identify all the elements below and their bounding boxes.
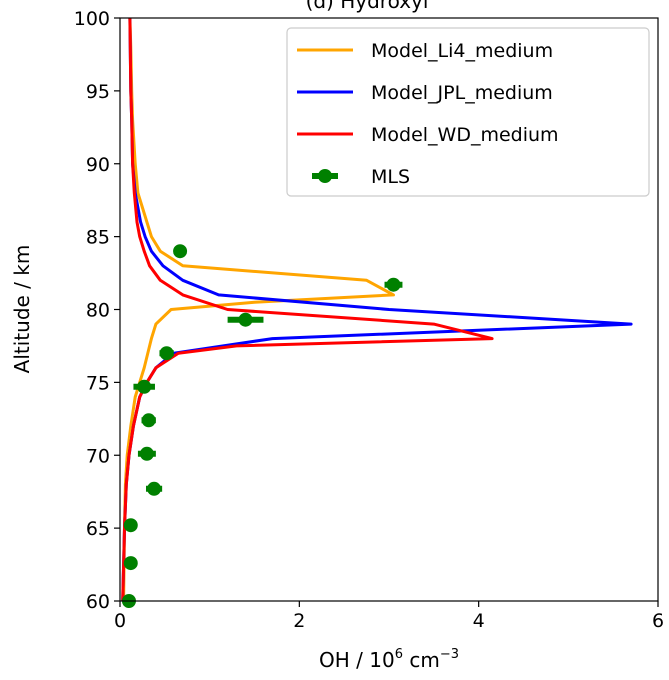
- y-tick-label: 100: [74, 8, 110, 30]
- series-line-0: [122, 17, 395, 602]
- legend-label: Model_JPL_medium: [371, 82, 553, 104]
- x-axis-label-main: OH / 10: [319, 648, 395, 672]
- mls-point: [139, 446, 154, 461]
- legend-box: [286, 27, 650, 197]
- y-tick-label: 90: [86, 154, 110, 176]
- mls-point: [123, 556, 138, 571]
- y-axis-label: Altitude / km: [10, 245, 34, 374]
- x-tick-label: 6: [652, 610, 664, 632]
- y-tick-label: 75: [86, 372, 110, 394]
- y-tick-label: 60: [86, 591, 110, 613]
- x-axis-label-sup2: −3: [440, 647, 459, 662]
- mls-point: [386, 277, 401, 292]
- x-tick-label: 2: [293, 610, 305, 632]
- mls-point: [159, 346, 174, 361]
- mls-point: [141, 413, 156, 428]
- x-axis: 0 2 4 6: [114, 601, 664, 632]
- y-tick-label: 70: [86, 445, 110, 467]
- legend-label: Model_WD_medium: [371, 124, 559, 146]
- x-tick-label: 4: [473, 610, 485, 632]
- y-tick-label: 95: [86, 81, 110, 103]
- mls-point: [137, 379, 152, 394]
- plot-area: [121, 17, 633, 608]
- y-tick-label: 85: [86, 227, 110, 249]
- mls-point: [147, 481, 162, 496]
- x-axis-label: OH / 106 cm−3: [319, 647, 459, 672]
- y-axis: 60 65 70 75 80 85 90 95 100: [74, 8, 120, 613]
- legend-swatch-marker: [318, 169, 332, 183]
- mls-point: [173, 244, 188, 259]
- legend-label: Model_Li4_medium: [371, 40, 553, 62]
- mls-point: [123, 518, 138, 533]
- y-tick-label: 80: [86, 300, 110, 322]
- legend-label: MLS: [371, 166, 410, 188]
- legend: Model_Li4_medium Model_JPL_medium Model_WD…: [286, 27, 650, 197]
- mls-point: [238, 312, 253, 327]
- y-tick-label: 65: [86, 518, 110, 540]
- x-tick-label: 0: [114, 610, 126, 632]
- chart-title: (d) Hydroxyl: [306, 0, 429, 13]
- series-line-2: [121, 17, 494, 602]
- x-axis-label-mid: cm: [403, 648, 440, 672]
- x-axis-label-sup1: 6: [395, 647, 403, 662]
